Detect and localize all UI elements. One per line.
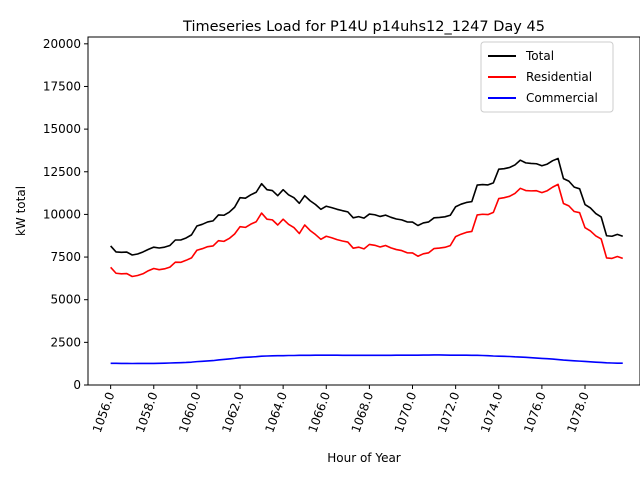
legend-label-residential: Residential [526,70,592,84]
y-tick-label: 5000 [50,293,81,307]
y-tick-label: 12500 [43,165,81,179]
axes-frame [87,36,640,386]
chart-title: Timeseries Load for P14U p14uhs12_1247 D… [182,19,545,35]
y-tick-label: 2500 [50,335,81,349]
series-line-commercial [110,354,623,365]
series-line-total [110,157,624,256]
y-tick-label: 7500 [50,250,81,264]
series-layer [110,157,624,365]
legend-label-commercial: Commercial [526,91,598,105]
y-tick-label: 17500 [43,79,81,93]
y-axis-label: kW total [14,186,28,236]
y-tick-label: 0 [73,378,81,392]
plot-area [87,36,640,386]
y-axis-ticks: 0 2500 5000 7500 10000 12500 15000 17500 20000 [43,37,88,392]
legend-frame [480,41,614,113]
legend-label-total: Total [525,49,554,63]
y-tick-label: 15000 [43,122,81,136]
x-axis-label: Hour of Year [327,451,401,465]
legend: Total Residential Commercial [480,41,614,113]
y-tick-label: 10000 [43,207,81,221]
y-tick-label: 20000 [43,37,81,51]
series-line-residential [110,183,624,278]
